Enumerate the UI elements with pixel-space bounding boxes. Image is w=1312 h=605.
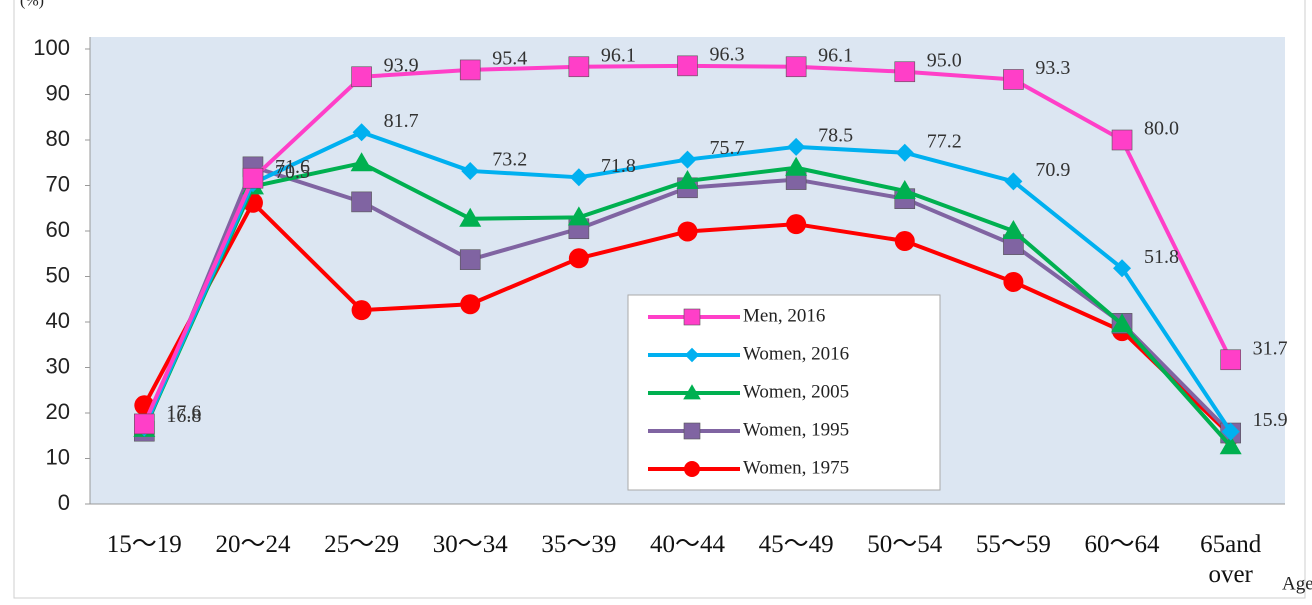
legend-label: Women, 1995: [743, 419, 849, 440]
data-label: 95.4: [492, 48, 527, 70]
marker: [676, 169, 699, 189]
data-label: 16.8: [166, 405, 201, 427]
x-tick-label: 35～39: [541, 531, 617, 558]
data-label: 96.1: [818, 44, 853, 66]
marker: [787, 137, 806, 156]
marker: [894, 61, 916, 83]
marker: [461, 161, 480, 180]
y-tick-label: 100: [33, 35, 70, 60]
marker: [568, 56, 590, 78]
legend-marker: [683, 308, 701, 326]
x-tick-label: 50～54: [867, 531, 943, 558]
marker: [1003, 69, 1024, 90]
data-label: 31.7: [1253, 337, 1288, 359]
data-label: 15.9: [1253, 409, 1288, 431]
y-unit: (%): [20, 0, 44, 10]
marker: [459, 249, 481, 270]
x-tick-label: 55～59: [975, 531, 1051, 558]
y-tick-label: 60: [46, 217, 70, 242]
data-label: 80.0: [1144, 118, 1179, 140]
y-tick-label: 90: [46, 80, 70, 105]
marker: [1003, 271, 1024, 292]
marker: [1219, 435, 1242, 455]
legend-label: Women, 2005: [743, 381, 849, 402]
x-tick-label: 15～19: [106, 531, 182, 558]
marker: [352, 123, 371, 142]
x-tick-label: 20～24: [215, 531, 291, 558]
data-label: 17.6: [166, 402, 201, 424]
marker: [1111, 313, 1134, 333]
x-tick-label: 45～49: [758, 531, 834, 558]
marker: [1002, 220, 1025, 239]
frame: [13, 0, 1306, 599]
marker: [568, 248, 589, 269]
marker: [893, 179, 916, 199]
x-tick-label: 65and over: [1200, 531, 1262, 588]
x-tick-label: 40～44: [649, 531, 725, 558]
marker: [567, 206, 590, 226]
marker: [1004, 172, 1023, 191]
data-label: 95.0: [927, 49, 962, 71]
marker: [460, 294, 481, 315]
legend-marker: [684, 347, 700, 363]
data-label: 93.9: [384, 54, 419, 76]
x-axis-label: Age: [1282, 573, 1312, 594]
x-tick-label: 25～29: [324, 531, 400, 558]
marker: [786, 214, 807, 235]
marker: [569, 168, 588, 187]
marker: [350, 152, 373, 172]
marker: [459, 59, 481, 81]
marker: [677, 55, 698, 77]
data-label: 78.5: [818, 124, 853, 146]
marker: [785, 156, 808, 176]
marker: [351, 300, 372, 321]
marker: [895, 143, 914, 162]
data-label: 70.9: [1035, 159, 1070, 181]
marker: [1221, 422, 1240, 441]
legend-label: Men, 2016: [743, 305, 825, 326]
y-tick-label: 10: [46, 444, 70, 469]
legend-marker: [683, 422, 701, 440]
marker: [459, 207, 482, 227]
marker: [1220, 349, 1241, 371]
x-tick-label: 60～64: [1084, 531, 1160, 558]
data-label: 77.2: [927, 130, 962, 152]
marker: [242, 167, 264, 189]
marker: [1113, 259, 1132, 278]
marker: [134, 413, 155, 435]
data-label: 75.7: [710, 137, 745, 159]
legend-label: Women, 1975: [743, 457, 849, 478]
marker: [1111, 129, 1133, 151]
data-label: 71.6: [275, 156, 310, 178]
data-label: 93.3: [1035, 57, 1070, 79]
y-tick-label: 80: [46, 126, 70, 151]
y-tick-label: 40: [46, 308, 70, 333]
y-tick-label: 30: [46, 353, 70, 378]
y-tick-label: 0: [58, 490, 70, 515]
x-tick-label: 30～34: [432, 531, 508, 558]
marker: [894, 231, 915, 252]
data-label: 81.7: [384, 110, 419, 132]
marker: [785, 56, 807, 78]
marker: [677, 221, 698, 242]
data-label: 51.8: [1144, 246, 1179, 268]
y-tick-label: 50: [46, 262, 70, 287]
legend-label: Women, 2016: [743, 343, 849, 364]
marker: [351, 66, 372, 88]
data-label: 96.1: [601, 44, 636, 66]
data-label: 96.3: [710, 43, 745, 65]
marker: [678, 150, 697, 169]
data-label: 71.8: [601, 155, 636, 177]
data-label: 73.2: [492, 149, 527, 171]
legend-marker: [684, 461, 700, 477]
legend-marker: [683, 384, 701, 400]
y-tick-label: 70: [46, 171, 70, 196]
data-label: 70.5: [275, 161, 310, 183]
y-tick-label: 20: [46, 399, 70, 424]
marker: [351, 191, 372, 213]
